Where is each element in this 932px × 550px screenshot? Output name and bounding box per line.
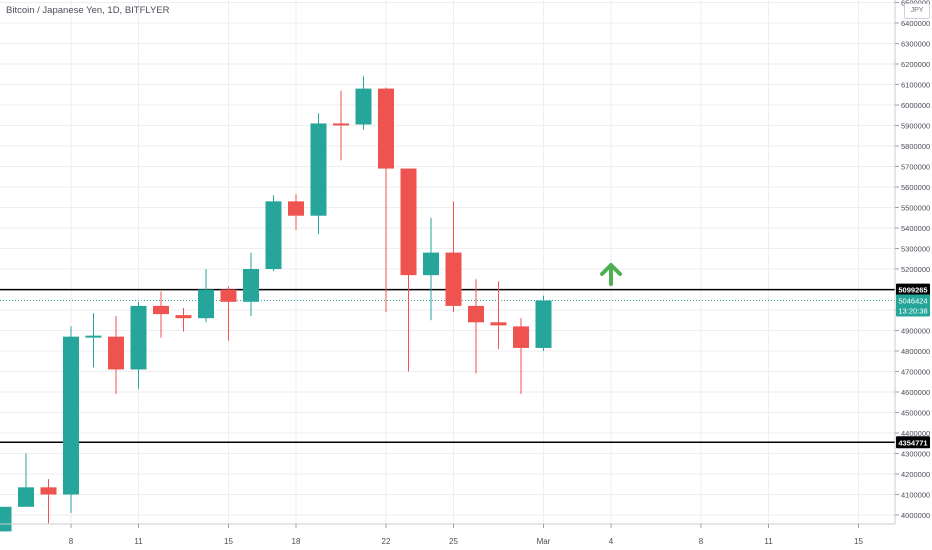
candle <box>400 168 417 372</box>
candle <box>288 194 304 231</box>
candle-body <box>333 123 349 126</box>
line-price-badge <box>896 436 930 449</box>
candle-body <box>18 487 34 507</box>
candle <box>220 286 237 341</box>
annotations <box>600 263 622 286</box>
price-tick-label: 6200000 <box>901 60 930 69</box>
time-tick-label: Mar <box>537 537 551 546</box>
candle-body <box>243 269 259 302</box>
price-tick-label: 4300000 <box>901 450 930 459</box>
price-tick-label: 5500000 <box>901 204 930 213</box>
candle <box>130 301 147 389</box>
candle <box>265 195 282 272</box>
price-tick-label: 5600000 <box>901 183 930 192</box>
candle <box>513 318 529 395</box>
candle <box>310 113 327 235</box>
candle <box>108 316 124 395</box>
price-tick-label: 4800000 <box>901 347 930 356</box>
candle-body <box>130 305 147 370</box>
price-tick-label: 6000000 <box>901 101 930 110</box>
current-price-badge <box>896 294 930 317</box>
time-tick-label: 4 <box>609 537 614 546</box>
time-tick-label: 11 <box>134 537 143 546</box>
line-price-badge <box>896 283 930 296</box>
chart-title: Bitcoin / Japanese Yen, 1D, BITFLYER <box>6 5 170 16</box>
candle-body <box>220 289 237 302</box>
candle <box>468 279 484 374</box>
price-tick-label: 4100000 <box>901 491 930 500</box>
price-tick-label: 5700000 <box>901 163 930 172</box>
up-arrow-icon <box>600 263 622 286</box>
price-tick-label: 4900000 <box>901 327 930 336</box>
candle-body <box>400 168 417 276</box>
time-tick-label: 15 <box>854 537 863 546</box>
candle <box>378 87 394 313</box>
candle-body <box>85 335 102 338</box>
candle <box>18 453 34 507</box>
time-tick-label: 8 <box>699 537 704 546</box>
candle <box>153 291 169 338</box>
candle <box>175 307 192 332</box>
price-tick-label: 6100000 <box>901 81 930 90</box>
price-tick-label: 4500000 <box>901 409 930 418</box>
price-tick-label: 4400000 <box>901 429 930 438</box>
time-tick-label: 22 <box>382 537 391 546</box>
price-tick-label: 5200000 <box>901 265 930 274</box>
price-tick-label: 5900000 <box>901 122 930 131</box>
candle-body <box>198 289 214 319</box>
candle <box>243 252 259 317</box>
candle-body <box>0 506 12 532</box>
candle-body <box>490 322 507 326</box>
price-tick-label: 4000000 <box>901 511 930 520</box>
price-tick-label: 5800000 <box>901 142 930 151</box>
candle <box>355 76 372 130</box>
candle-body <box>108 336 124 370</box>
candle-body <box>535 300 552 348</box>
time-tick-label: 18 <box>292 537 301 546</box>
price-tick-label: 6300000 <box>901 40 930 49</box>
candle-body <box>265 201 282 269</box>
candle <box>423 217 439 321</box>
candle-body <box>355 88 372 125</box>
line-price-badge-label: 5099265 <box>898 286 927 295</box>
candle-body <box>175 315 192 319</box>
price-tick-label: 6400000 <box>901 19 930 28</box>
time-tick-label: 15 <box>224 537 233 546</box>
candle-body <box>423 252 439 276</box>
candle <box>198 269 214 323</box>
price-tick-label: 4600000 <box>901 388 930 397</box>
candle <box>40 479 57 524</box>
candle-body <box>40 487 57 495</box>
time-axis[interactable]: 8 11 15 18 22 25 Mar 4 8 11 15 <box>0 523 895 546</box>
currency-badge[interactable]: JPY <box>904 3 930 19</box>
candle <box>445 201 462 313</box>
candle <box>333 90 349 161</box>
time-tick-label: 25 <box>449 537 458 546</box>
countdown-label: 13:20:38 <box>898 306 927 315</box>
candle <box>0 506 12 532</box>
line-price-badge-label: 4354771 <box>898 438 927 447</box>
candle-body <box>63 336 79 495</box>
candle <box>85 313 102 368</box>
candle <box>63 326 79 513</box>
candle-body <box>378 88 394 169</box>
candles <box>0 76 552 532</box>
candle-body <box>288 201 304 216</box>
candle-body <box>445 252 462 306</box>
candle-body <box>153 305 169 315</box>
price-tick-label: 5300000 <box>901 245 930 254</box>
candle <box>535 295 552 351</box>
candle <box>490 281 507 349</box>
time-tick-label: 8 <box>69 537 74 546</box>
candle-body <box>513 326 529 348</box>
price-tick-label: 4700000 <box>901 368 930 377</box>
current-price-label: 5046424 <box>898 296 927 305</box>
price-tick-label: 4200000 <box>901 470 930 479</box>
candle-body <box>310 123 327 216</box>
time-tick-label: 11 <box>764 537 773 546</box>
price-tick-label: 5400000 <box>901 224 930 233</box>
candle-body <box>468 305 484 323</box>
